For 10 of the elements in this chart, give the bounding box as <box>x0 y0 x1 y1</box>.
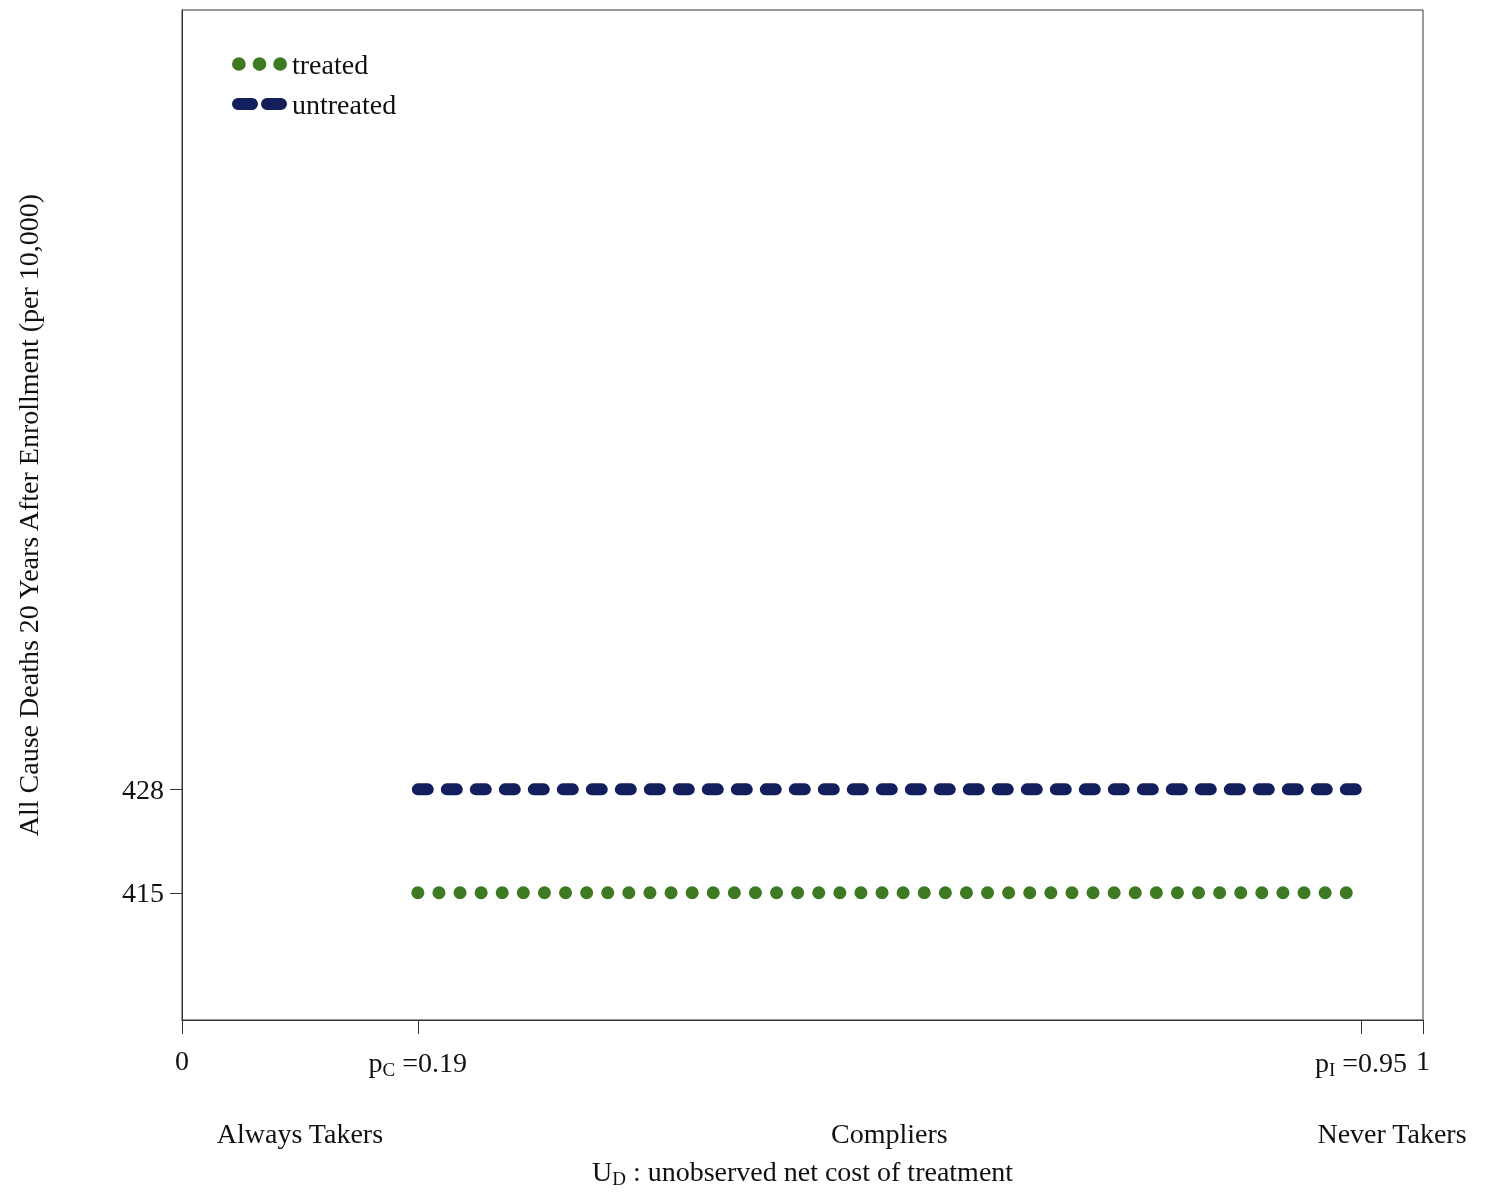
x-tick-label: 1 <box>1416 1044 1430 1076</box>
y-tick-label: 428 <box>122 773 164 805</box>
text: Compliers <box>831 1117 948 1149</box>
text: Never Takers <box>1317 1117 1467 1149</box>
y-tick-label: 415 <box>122 877 164 909</box>
legend-label: untreated <box>292 88 397 120</box>
y-axis-title: All Cause Deaths 20 Years After Enrollment (per 10,000) <box>12 193 44 837</box>
text: Always Takers <box>216 1117 384 1149</box>
legend-label: treated <box>292 48 369 80</box>
x-tick-label: 0 <box>175 1044 189 1076</box>
